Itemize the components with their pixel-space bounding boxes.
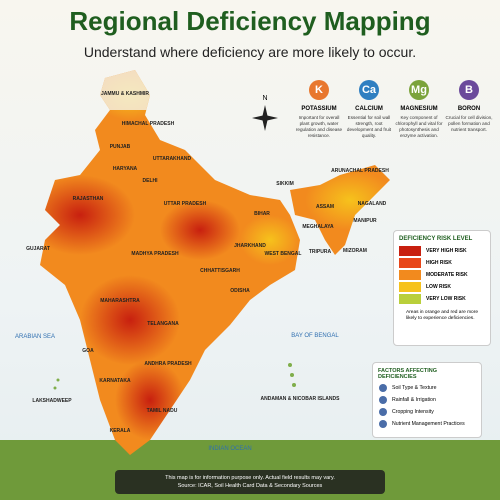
- nutrient-symbol: Ca: [359, 80, 379, 100]
- state-label: LAKSHADWEEP: [32, 398, 72, 404]
- nutrient-description: Key component of chlorophyll and vital f…: [395, 115, 443, 138]
- nutrient-description: Essential for soil wall strength, root d…: [346, 115, 392, 138]
- islands: [53, 363, 296, 390]
- sea-label: BAY OF BENGAL: [291, 333, 339, 339]
- factor-item: Rainfall & Irrigation: [379, 396, 475, 404]
- legend-swatch: [399, 282, 421, 292]
- legend-title: DEFICIENCY RISK LEVEL: [399, 236, 473, 242]
- state-label: MANIPUR: [353, 218, 377, 224]
- nutrient: Ca CALCIUM Essential for soil wall strengt…: [345, 80, 393, 139]
- legend-item: MODERATE RISK: [399, 270, 485, 280]
- factor-item: Soil Type & Texture: [379, 384, 475, 392]
- state-label: ASSAM: [316, 204, 334, 210]
- nutrient-symbol: Mg: [409, 80, 429, 100]
- state-label: JHARKHAND: [234, 243, 266, 249]
- factors: FACTORS AFFECTING DEFICIENCIES Soil Type…: [372, 362, 482, 438]
- nutrient-description: Crucial for cell division, pollen format…: [445, 115, 493, 132]
- state-label: RAJASTHAN: [73, 196, 104, 202]
- nutrient-symbol: K: [309, 80, 329, 100]
- nutrient-name: CALCIUM: [355, 106, 383, 112]
- state-label: DELHI: [143, 178, 159, 184]
- state-label: WEST BENGAL: [265, 251, 302, 257]
- subtitle: Understand where deficiency are more lik…: [83, 44, 417, 60]
- state-label: MEGHALAYA: [302, 224, 334, 230]
- state-label: CHHATTISGARH: [200, 268, 240, 274]
- nutrient: Mg MAGNESIUM Key component of chlorophyll …: [395, 80, 443, 139]
- factor-icon: [379, 420, 387, 428]
- compass: N: [252, 95, 278, 131]
- state-label: NAGALAND: [358, 201, 387, 207]
- state-label: MAHARASHTRA: [100, 298, 140, 304]
- state-label: TRIPURA: [309, 249, 332, 255]
- source: Source: ICAR, Soil Health Card Data & Se…: [177, 483, 323, 489]
- state-label: ANDAMAN & NICOBAR ISLANDS: [261, 396, 341, 402]
- state-label: MIZORAM: [343, 248, 367, 254]
- factor-icon: [379, 396, 387, 404]
- state-label: BIHAR: [254, 211, 270, 217]
- footer: This map is for information purpose only…: [115, 470, 385, 494]
- state-label: ODISHA: [230, 288, 250, 294]
- sea-label: INDIAN OCEAN: [208, 446, 251, 452]
- legend: DEFICIENCY RISK LEVEL VERY HIGH RISK HIGH…: [393, 230, 491, 346]
- factor-icon: [379, 384, 387, 392]
- nutrient: K POTASSIUM Important for overall plant gr…: [295, 80, 343, 139]
- legend-label: MODERATE RISK: [426, 272, 468, 278]
- factor-label: Soil Type & Texture: [392, 385, 437, 391]
- factor-item: Nutrient Management Practices: [379, 420, 475, 428]
- legend-item: LOW RISK: [399, 282, 485, 292]
- state-label: GOA: [82, 348, 94, 354]
- legend-item: VERY LOW RISK: [399, 294, 485, 304]
- factor-icon: [379, 408, 387, 416]
- state-label: MADHYA PRADESH: [131, 251, 179, 257]
- state-label: HARYANA: [113, 166, 138, 172]
- state-label: SIKKIM: [276, 181, 294, 187]
- nutrient-description: Important for overall plant growth, wate…: [295, 115, 343, 138]
- state-label: TAMIL NADU: [147, 408, 178, 414]
- legend-swatch: [399, 246, 421, 256]
- state-label: ANDHRA PRADESH: [144, 361, 192, 367]
- legend-label: VERY HIGH RISK: [426, 248, 467, 254]
- state-label: GUJARAT: [26, 246, 50, 252]
- nutrient-name: MAGNESIUM: [400, 106, 438, 112]
- legend-item: VERY HIGH RISK: [399, 246, 485, 256]
- title: Regional Deficiency Mapping: [69, 6, 431, 36]
- legend-item: HIGH RISK: [399, 258, 485, 268]
- legend-swatch: [399, 294, 421, 304]
- legend-label: VERY LOW RISK: [426, 296, 466, 302]
- state-label: TELANGANA: [147, 321, 179, 327]
- state-label: UTTARAKHAND: [153, 156, 192, 162]
- state-label: PUNJAB: [110, 144, 131, 150]
- legend-note: Areas in orange and red are more likely …: [406, 310, 478, 321]
- nutrient-name: BORON: [457, 106, 481, 112]
- legend-swatch: [399, 258, 421, 268]
- factor-label: Nutrient Management Practices: [392, 421, 465, 427]
- nutrient: B BORON Crucial for cell division, pollen …: [445, 80, 493, 133]
- nutrient-name: POTASSIUM: [301, 106, 337, 112]
- nutrient-symbol: B: [459, 80, 479, 100]
- disclaimer: This map is for information purpose only…: [165, 475, 335, 481]
- state-label: HIMACHAL PRADESH: [122, 121, 175, 127]
- state-label: KARNATAKA: [99, 378, 131, 384]
- legend-label: LOW RISK: [426, 284, 451, 290]
- factor-item: Cropping Intensity: [379, 408, 475, 416]
- legend-swatch: [399, 270, 421, 280]
- state-label: ARUNACHAL PRADESH: [331, 168, 389, 174]
- sea-label: ARABIAN SEA: [15, 334, 55, 340]
- factor-label: Rainfall & Irrigation: [392, 397, 436, 403]
- factors-title: FACTORS AFFECTING DEFICIENCIES: [378, 368, 437, 380]
- compass-label: N: [262, 95, 267, 102]
- state-label: JAMMU & KASHMIR: [101, 91, 149, 97]
- state-label: UTTAR PRADESH: [164, 201, 207, 207]
- legend-label: HIGH RISK: [426, 260, 452, 266]
- state-label: KERALA: [110, 428, 131, 434]
- factor-label: Cropping Intensity: [392, 409, 434, 415]
